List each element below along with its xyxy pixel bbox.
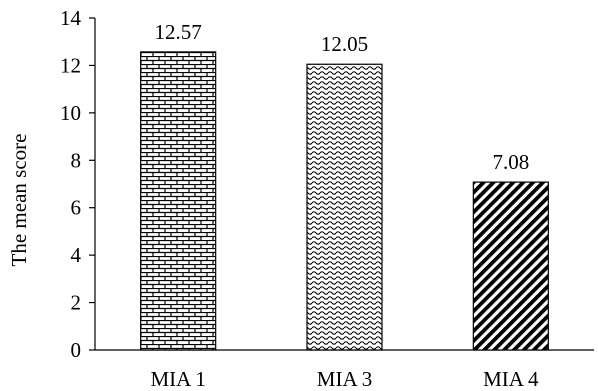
data-label: 12.05 — [321, 32, 368, 56]
y-tick-label: 4 — [71, 243, 82, 267]
y-tick-label: 0 — [71, 338, 82, 362]
bar-mia-1 — [140, 51, 217, 351]
data-label: 12.57 — [155, 20, 202, 44]
y-tick-label: 6 — [71, 196, 82, 220]
bar-mia-4 — [472, 181, 549, 351]
y-tick-label: 10 — [60, 101, 81, 125]
y-axis-title: The mean score — [7, 134, 31, 267]
y-tick-label: 2 — [71, 291, 82, 315]
x-category-label: MIA 1 — [150, 367, 205, 391]
bars-group: 12.57 12.05 7.08 — [140, 20, 549, 351]
x-category-label: MIA 4 — [483, 367, 539, 391]
y-tick-label: 12 — [60, 53, 81, 77]
bar-mia-3 — [306, 63, 383, 351]
data-label: 7.08 — [492, 150, 529, 174]
y-axis-ticks: 0 2 4 6 8 10 12 14 — [60, 6, 95, 362]
y-tick-label: 8 — [71, 148, 82, 172]
y-tick-label: 14 — [60, 6, 82, 30]
x-category-label: MIA 3 — [317, 367, 372, 391]
x-axis-labels: MIA 1 MIA 3 MIA 4 — [150, 367, 539, 391]
